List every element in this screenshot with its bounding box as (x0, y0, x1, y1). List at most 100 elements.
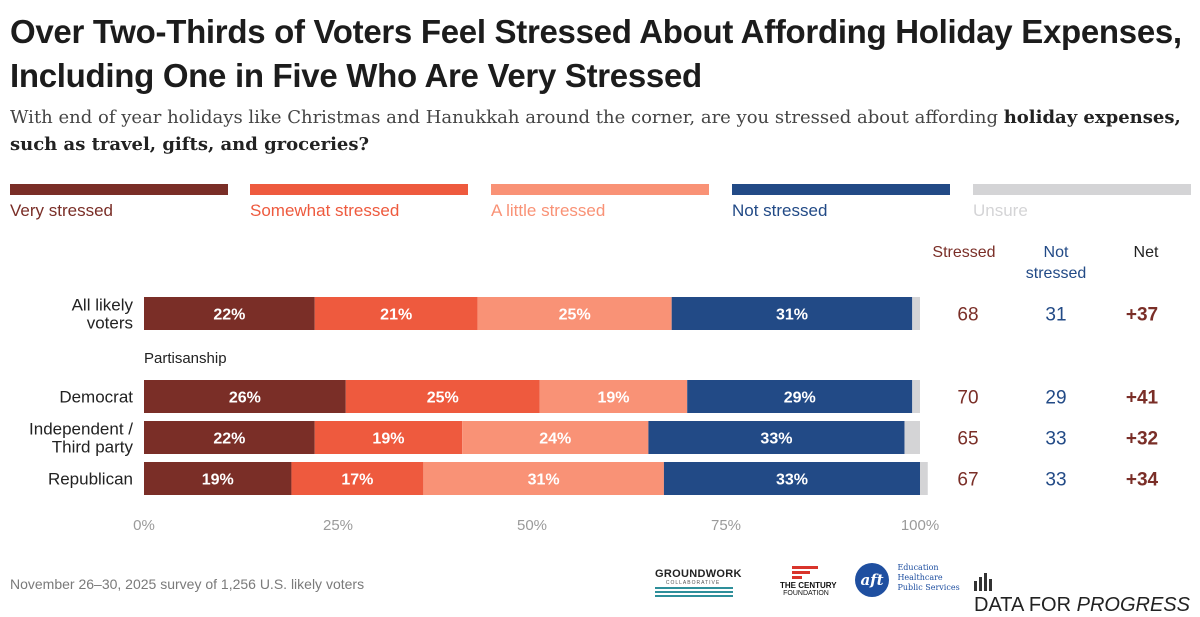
x-tick-label: 100% (901, 517, 939, 534)
data-for-progress-logo: DATA FOR PROGRESS (974, 573, 1200, 617)
groundwork-logo-stripes (655, 587, 733, 597)
bar-value-label: 24% (539, 431, 571, 448)
bar-value-label: 25% (427, 390, 459, 407)
bar-segment-not-stressed (671, 297, 913, 330)
bar-value-label: 31% (528, 472, 560, 489)
bar-value-label: 22% (213, 431, 245, 448)
bar-segment-somewhat-stressed (314, 297, 478, 330)
bar-value-label: 33% (776, 472, 808, 489)
bar-segment-a-little-stressed (423, 462, 664, 495)
bar-segment-a-little-stressed (462, 421, 649, 454)
summary-stressed-value: 65 (957, 429, 978, 450)
header-not-stressed-line2: stressed (1026, 265, 1086, 282)
summary-not-stressed-value: 33 (1045, 470, 1066, 491)
bar-value-label: 31% (776, 307, 808, 324)
bar-segment-very-stressed (144, 421, 315, 454)
summary-net-value: +37 (1126, 305, 1158, 326)
bar-segment-very-stressed (144, 380, 346, 413)
summary-net-value: +34 (1126, 470, 1159, 491)
bar-segment-not-stressed (663, 462, 920, 495)
bar-segment-very-stressed (144, 297, 315, 330)
bar-value-label: 21% (380, 307, 412, 324)
legend-label: Very stressed (10, 201, 113, 220)
legend-label: Not stressed (732, 201, 828, 220)
bar-value-label: 19% (372, 431, 404, 448)
bar-value-label: 17% (341, 472, 373, 489)
bar-segment-very-stressed (144, 462, 292, 495)
legend-label: Unsure (973, 201, 1028, 220)
bar-value-label: 26% (229, 390, 261, 407)
legend-unsure: Unsure (973, 184, 1191, 221)
header-net: Net (1134, 244, 1159, 261)
bar-segment-unsure (912, 380, 920, 413)
legend-somewhat-stressed: Somewhat stressed (250, 184, 468, 221)
bar-segment-unsure (912, 297, 920, 330)
aft-text: Education Healthcare Public Services (897, 563, 959, 593)
summary-stressed-value: 67 (957, 470, 978, 491)
bar-value-label: 19% (597, 390, 629, 407)
aft-line-1: Education (897, 563, 939, 572)
summary-not-stressed-value: 29 (1045, 388, 1066, 409)
legend-swatch (491, 184, 709, 195)
bar-segment-a-little-stressed (477, 297, 672, 330)
bar-value-label: 19% (202, 472, 234, 489)
x-tick-label: 50% (517, 517, 547, 534)
bar-value-label: 33% (760, 431, 792, 448)
groundwork-logo-text: GROUNDWORK (655, 568, 742, 580)
aft-mark: aft (855, 563, 889, 597)
stacked-bar-chart: Stressed Not stressed Net Partisanship All li… (29, 244, 1159, 534)
dfp-text: DATA FOR (974, 594, 1077, 616)
legend-swatch (250, 184, 468, 195)
dfp-text-italic: PROGRESS (1076, 594, 1190, 616)
legend-label: Somewhat stressed (250, 201, 400, 220)
aft-logo: aft Education Healthcare Public Services (855, 563, 960, 603)
chart-subtitle: With end of year holidays like Christmas… (10, 104, 1190, 158)
legend-swatch (732, 184, 950, 195)
bar-segment-not-stressed (687, 380, 913, 413)
legend-label: A little stressed (491, 201, 606, 220)
century-foundation-logo: THE CENTURY FOUNDATION (780, 566, 837, 597)
century-foundation-mark (792, 566, 818, 579)
category-label: Democrat (59, 388, 133, 407)
summary-stressed-value: 68 (957, 305, 978, 326)
survey-source-note: November 26–30, 2025 survey of 1,256 U.S… (10, 576, 365, 592)
chart-title: Over Two-Thirds of Voters Feel Stressed … (10, 13, 1182, 94)
bar-segment-somewhat-stressed (291, 462, 424, 495)
legend-a-little-stressed: A little stressed (491, 184, 709, 221)
header-stressed: Stressed (932, 244, 995, 261)
category-label: Third party (52, 438, 134, 457)
subtitle-bold: holiday expenses, such as travel, gifts,… (10, 107, 1181, 155)
subtitle-plain: With end of year holidays like Christmas… (10, 107, 1004, 128)
legend-swatch (973, 184, 1191, 195)
header-not-stressed-line1: Not (1044, 244, 1069, 261)
legend-not-stressed: Not stressed (732, 184, 950, 221)
bar-chart-icon (974, 573, 992, 591)
aft-line-3: Public Services (897, 583, 960, 592)
summary-net-value: +32 (1126, 429, 1158, 450)
century-foundation-text: THE CENTURY (780, 581, 837, 590)
category-label: voters (87, 314, 133, 333)
bar-segment-not-stressed (648, 421, 905, 454)
groundwork-logo: GROUNDWORK COLLABORATIVE (655, 568, 742, 597)
category-label: All likely (72, 296, 134, 315)
bar-value-label: 25% (559, 307, 591, 324)
bar-segment-somewhat-stressed (345, 380, 540, 413)
aft-mark-text: aft (860, 571, 884, 589)
bar-segment-somewhat-stressed (314, 421, 463, 454)
groundwork-logo-subtext: COLLABORATIVE (665, 580, 721, 586)
category-label: Republican (48, 470, 133, 489)
bar-segment-a-little-stressed (539, 380, 688, 413)
century-foundation-subtext: FOUNDATION (783, 590, 829, 597)
aft-line-2: Healthcare (897, 573, 943, 582)
summary-not-stressed-value: 33 (1045, 429, 1066, 450)
bar-segment-unsure (920, 462, 928, 495)
summary-not-stressed-value: 31 (1045, 305, 1066, 326)
legend-very-stressed: Very stressed (10, 184, 228, 221)
x-tick-label: 75% (711, 517, 741, 534)
section-label-partisanship: Partisanship (144, 350, 227, 367)
x-tick-label: 0% (133, 517, 155, 534)
bar-value-label: 22% (213, 307, 245, 324)
summary-stressed-value: 70 (957, 388, 978, 409)
bar-value-label: 29% (784, 390, 816, 407)
legend-swatch (10, 184, 228, 195)
